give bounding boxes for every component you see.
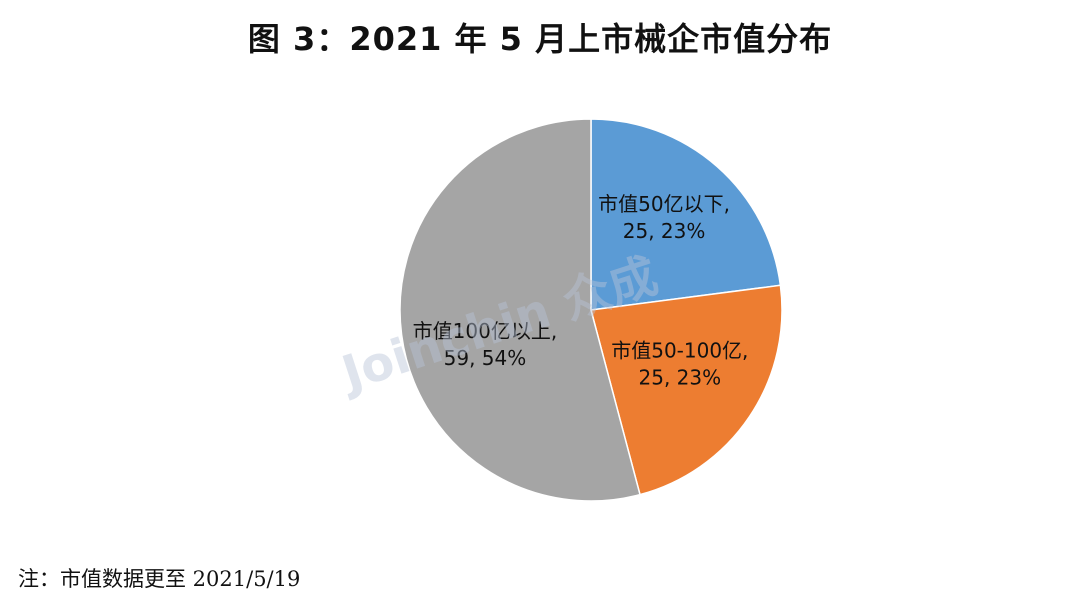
pie-labels: 市值50亿以下, 25, 23% 市值50-100亿, 25, 23% 市值100亿以上… <box>413 192 749 390</box>
footnote: 注：市值数据更至 2021/5/19 <box>18 567 301 591</box>
pie-slice-2 <box>590 284 783 496</box>
pie-slice-1 <box>590 118 782 311</box>
slice-data-label-1: 市值50亿以下, 25, 23% <box>598 192 730 243</box>
pie-slices <box>399 118 783 502</box>
slice-data-label-3: 市值100亿以上, 59, 54% <box>413 319 558 370</box>
slice-data-label-2: 市值50-100亿, 25, 23% <box>611 339 748 390</box>
pie-slice-3 <box>399 118 641 502</box>
chart-title: 图 3：2021 年 5 月上市械企市值分布 <box>247 20 833 58</box>
